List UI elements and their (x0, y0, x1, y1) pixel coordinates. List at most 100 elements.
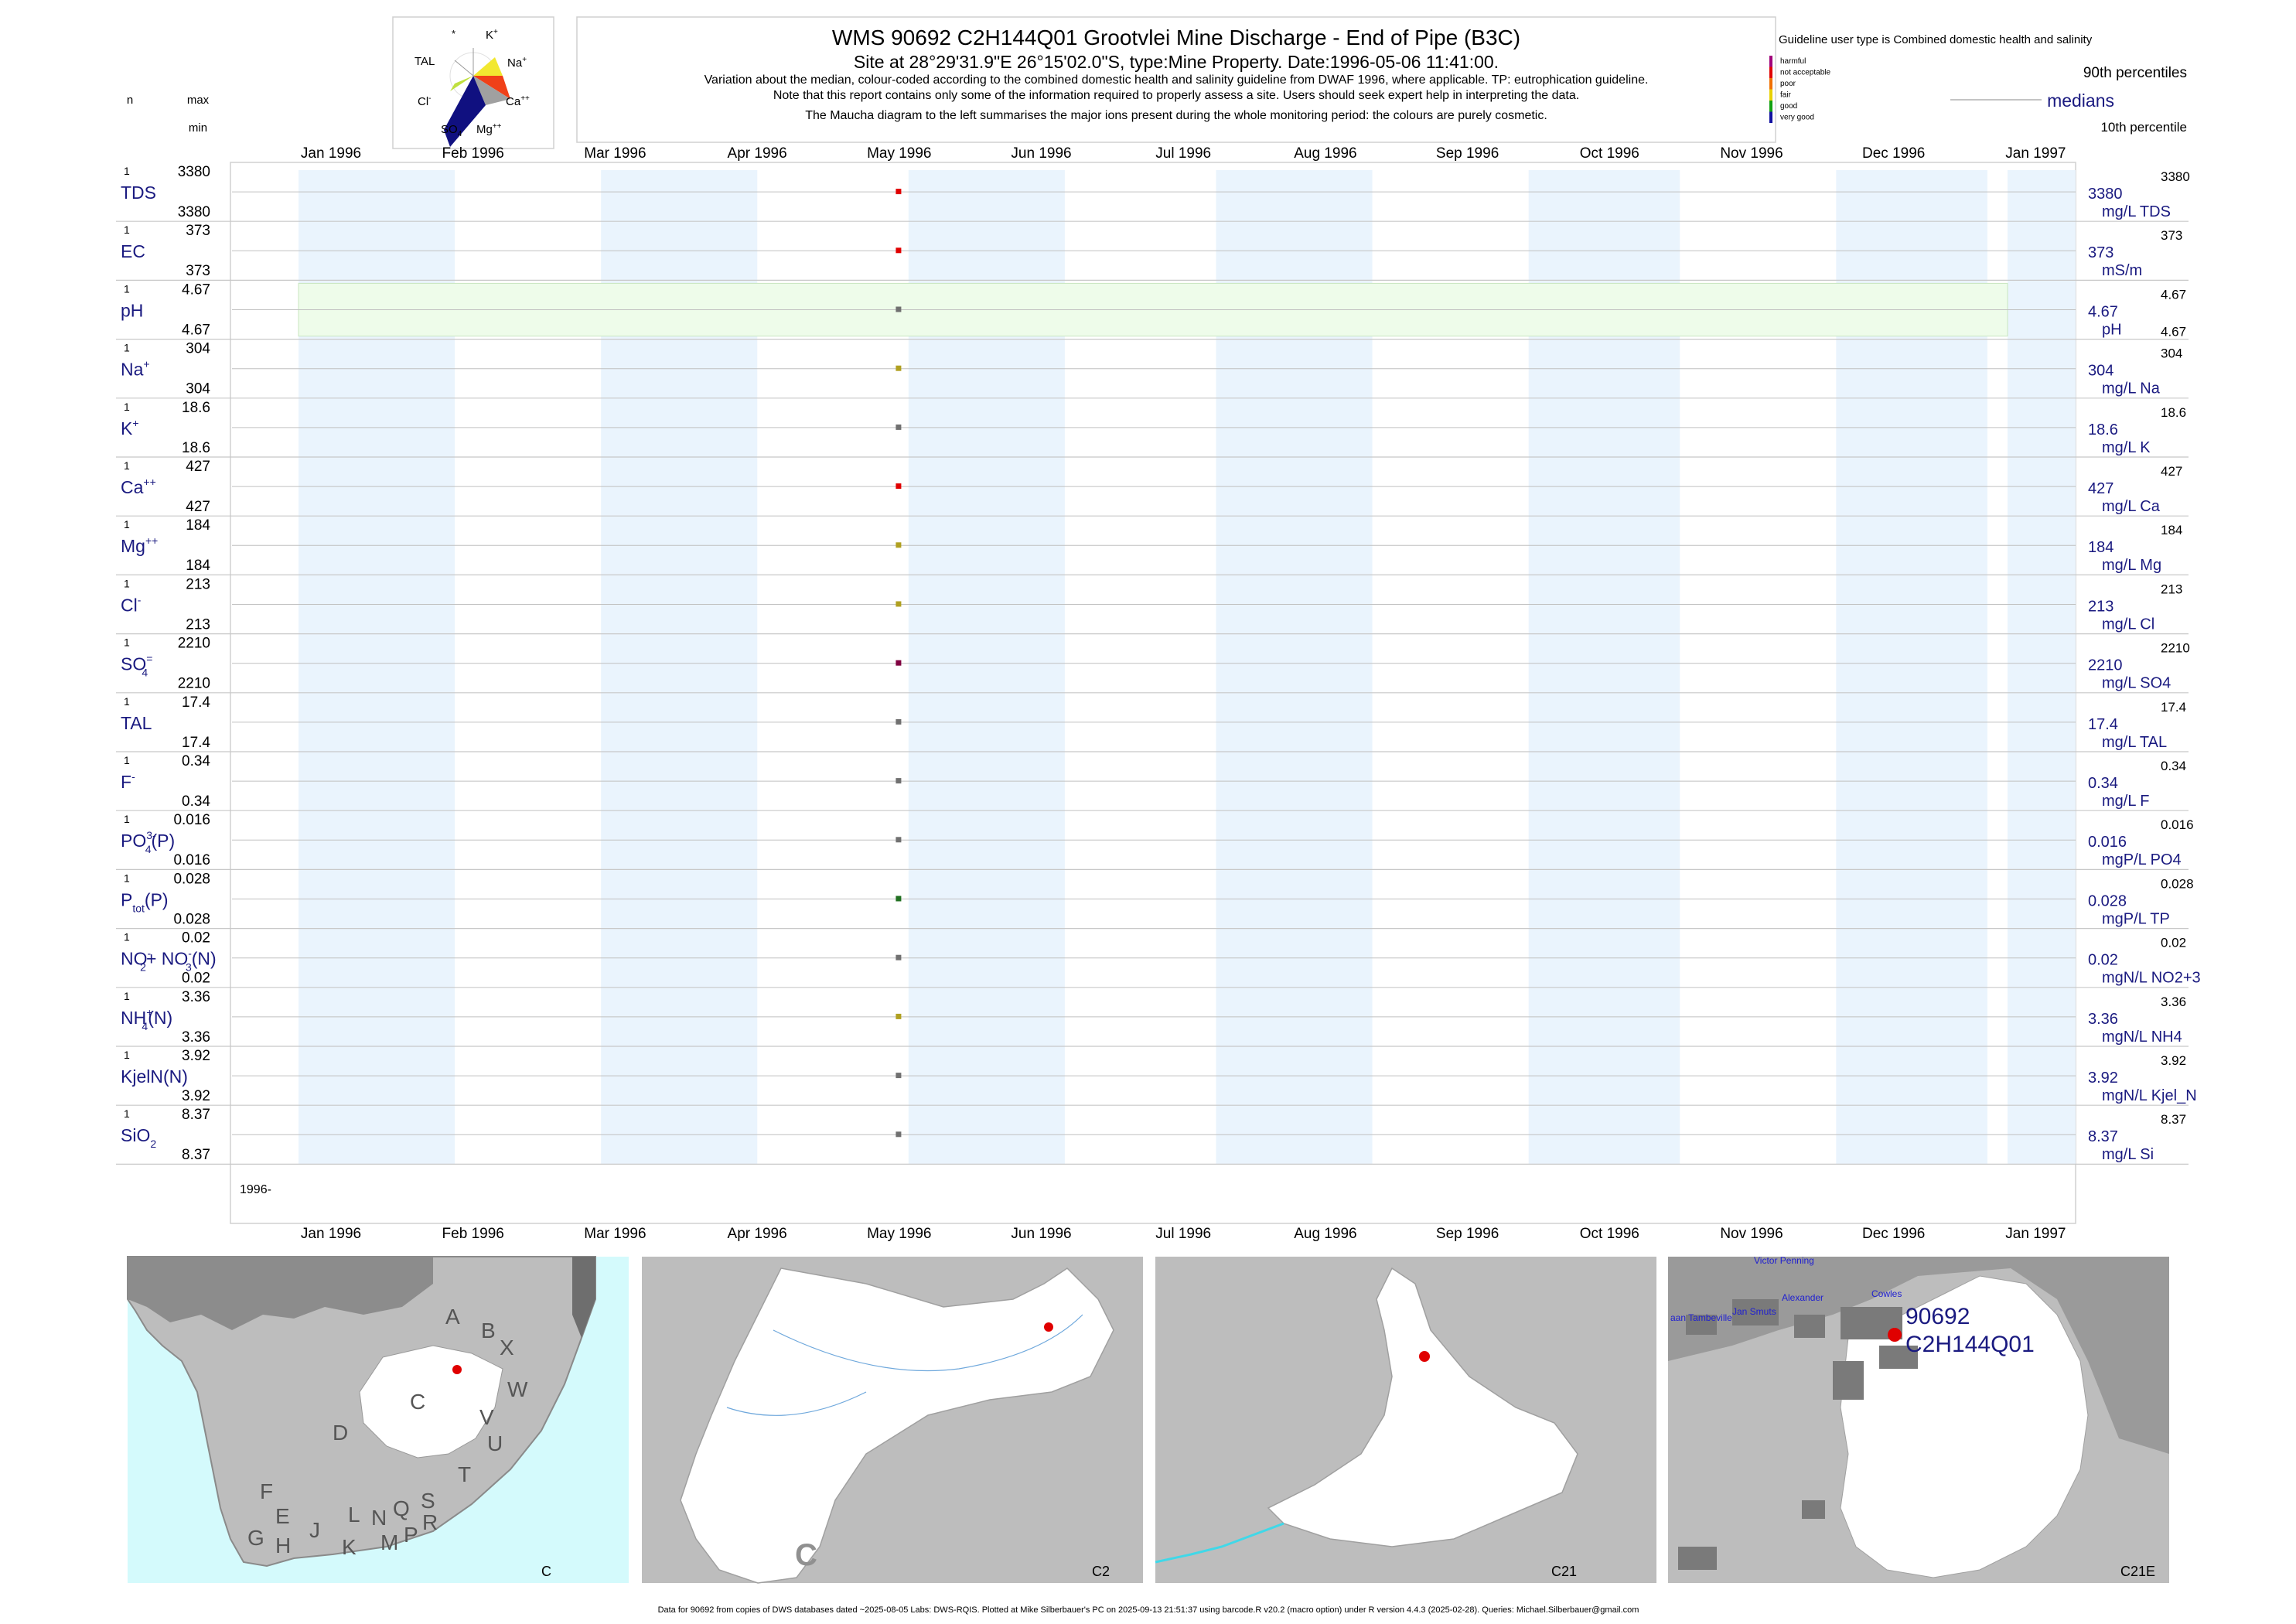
row-unit: mg/L TDS (2102, 203, 2171, 220)
month-label-bottom: Oct 1996 (1580, 1226, 1639, 1242)
map-c21: C21 (1155, 1257, 1656, 1583)
maucha-label-ca: Ca++ (506, 94, 530, 108)
row-unit: mgN/L NO2+3 (2102, 970, 2201, 987)
legend-class-label: poor (1780, 80, 1796, 88)
month-label-top: Jan 1997 (2005, 145, 2066, 162)
row-p90: 0.028 (2161, 876, 2194, 891)
row-max: 304 (186, 341, 210, 357)
map4-shade (1668, 1257, 2169, 1454)
row-n: 1 (124, 813, 130, 825)
map4-town-label: Alexander (1782, 1292, 1823, 1303)
data-point (896, 542, 902, 548)
row-parameter-name: EC (121, 241, 145, 261)
legend-class-label: not acceptable (1780, 69, 1830, 77)
year-label: 1996- (240, 1183, 271, 1196)
month-label-bottom: Aug 1996 (1294, 1226, 1356, 1242)
map1-region-letter: Q (393, 1496, 410, 1520)
maucha-cl-segment (450, 76, 473, 91)
data-point (896, 1013, 902, 1019)
row-min: 4.67 (182, 322, 210, 338)
map1-region-letter: S (421, 1489, 435, 1513)
month-label-top: Nov 1996 (1720, 145, 1783, 162)
legend-title: Guideline user type is Combined domestic… (1779, 33, 2093, 46)
map1-region-letter: L (348, 1503, 360, 1527)
month-label-bottom: Jan 1996 (301, 1226, 361, 1242)
row-n: 1 (124, 1107, 130, 1120)
month-label-top: Mar 1996 (584, 145, 646, 162)
row-p10: 4.67 (2161, 324, 2186, 339)
map-c2: C C2 (642, 1257, 1143, 1584)
data-point (896, 660, 902, 666)
report-note-2: Note that this report contains only some… (773, 89, 1579, 102)
row-max: 427 (186, 459, 210, 475)
month-label-top: Apr 1996 (728, 145, 787, 162)
row-p90: 3.36 (2161, 995, 2186, 1009)
legend-p90: 90th percentiles (2083, 65, 2187, 81)
row-max: 2210 (178, 636, 210, 652)
row-n: 1 (124, 459, 130, 472)
row-min: 213 (186, 616, 210, 633)
row-p90: 2210 (2161, 641, 2190, 656)
data-point (896, 247, 902, 254)
maucha-label-k: K+ (486, 28, 498, 42)
data-point (896, 365, 902, 371)
map1-region-letter: D (333, 1421, 348, 1445)
legend-class-label: fair (1780, 91, 1792, 100)
col-head-max: max (187, 94, 210, 107)
row-unit: mg/L K (2102, 439, 2151, 456)
month-label-top: Oct 1996 (1580, 145, 1639, 162)
row-p90: 184 (2161, 523, 2182, 537)
map1-site-marker (452, 1365, 462, 1374)
row-p90: 4.67 (2161, 287, 2186, 302)
map4-town-label: Cowles (1871, 1288, 1902, 1299)
row-p90: 18.6 (2161, 405, 2186, 420)
map1-region-letter: J (309, 1518, 320, 1542)
row-n: 1 (124, 165, 130, 177)
legend-medians: medians (2047, 90, 2114, 111)
maucha-label-so4: SO4 (441, 123, 462, 138)
map1-region-letter: A (445, 1305, 460, 1329)
row-parameter-name: NO-2+ NO-3(N) (121, 947, 217, 974)
row-median-value: 18.6 (2088, 421, 2118, 438)
month-label-bottom: Feb 1996 (442, 1226, 504, 1242)
row-parameter-name: Mg++ (121, 534, 158, 556)
row-min: 17.4 (182, 735, 210, 751)
row-p90: 8.37 (2161, 1112, 2186, 1127)
row-unit: mS/m (2102, 262, 2142, 279)
row-max: 3.36 (182, 989, 210, 1005)
map1-label: C (541, 1564, 551, 1579)
maucha-so4-segment (444, 76, 486, 147)
map2-site-marker (1044, 1322, 1053, 1332)
maucha-axis (454, 60, 474, 77)
map2-label: C2 (1092, 1564, 1110, 1579)
row-p90: 0.34 (2161, 759, 2186, 773)
row-max: 0.016 (173, 812, 210, 828)
row-parameter-name: SiO2 (121, 1125, 156, 1150)
map1-region-letter: G (247, 1526, 264, 1550)
row-p90: 373 (2161, 228, 2182, 243)
row-n: 1 (124, 872, 130, 884)
row-max: 0.34 (182, 753, 210, 769)
map2-catchment (680, 1267, 1114, 1584)
row-n: 1 (124, 282, 130, 295)
legend-class-label: harmful (1780, 57, 1806, 66)
report-note-3: The Maucha diagram to the left summarise… (805, 109, 1547, 122)
row-min: 373 (186, 263, 210, 279)
legend-class-swatch (1769, 101, 1772, 112)
maucha-label-mg: Mg++ (476, 122, 502, 136)
map1-catchment-c (359, 1345, 503, 1459)
row-min: 0.34 (182, 793, 210, 810)
row-min: 8.37 (182, 1147, 210, 1163)
row-n: 1 (124, 577, 130, 589)
map1-region-letter: B (481, 1319, 496, 1343)
month-label-bottom: Nov 1996 (1720, 1226, 1783, 1242)
row-median-value: 3.36 (2088, 1011, 2118, 1028)
map2-river (773, 1314, 1083, 1372)
